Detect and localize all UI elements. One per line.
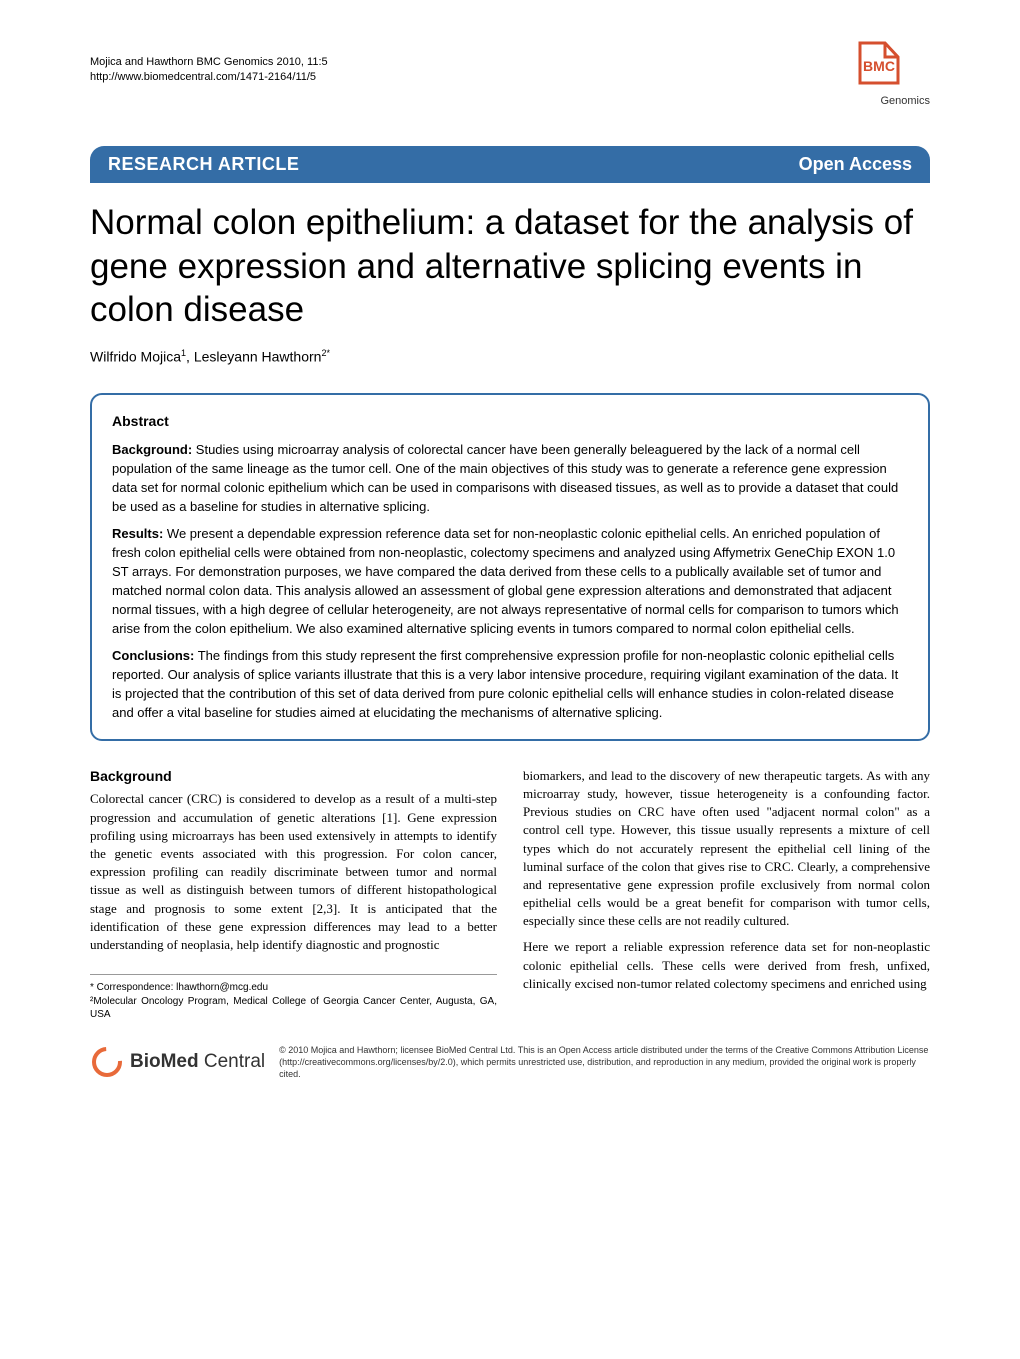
bmc-ring-icon bbox=[90, 1045, 124, 1079]
section-heading-background: Background bbox=[90, 767, 497, 787]
body-para-1: Colorectal cancer (CRC) is considered to… bbox=[90, 790, 497, 954]
abstract-results: Results: We present a dependable express… bbox=[112, 525, 908, 638]
biomed-central-logo: BioMed Central bbox=[90, 1045, 265, 1079]
body-para-3: Here we report a reliable expression ref… bbox=[523, 938, 930, 993]
authors-line: Wilfrido Mojica1, Lesleyann Hawthorn2* bbox=[90, 348, 930, 365]
abstract-conclusions-label: Conclusions: bbox=[112, 648, 194, 663]
footer-bar: BioMed Central © 2010 Mojica and Hawthor… bbox=[90, 1044, 930, 1080]
correspondence-line: * Correspondence: lhawthorn@mcg.edu bbox=[90, 981, 497, 995]
copyright-text: © 2010 Mojica and Hawthorn; licensee Bio… bbox=[279, 1044, 930, 1080]
affiliation-line: ²Molecular Oncology Program, Medical Col… bbox=[90, 995, 497, 1022]
article-type-label: RESEARCH ARTICLE bbox=[108, 154, 299, 175]
logo-bmc-text: BMC bbox=[863, 58, 895, 74]
header-meta: Mojica and Hawthorn BMC Genomics 2010, 1… bbox=[90, 55, 930, 86]
abstract-results-text: We present a dependable expression refer… bbox=[112, 526, 899, 635]
article-title: Normal colon epithelium: a dataset for t… bbox=[90, 201, 930, 332]
abstract-box: Abstract Background: Studies using micro… bbox=[90, 393, 930, 741]
abstract-conclusions: Conclusions: The findings from this stud… bbox=[112, 647, 908, 722]
bmc-logo-icon: BMC bbox=[840, 35, 930, 95]
author-sep: , bbox=[186, 349, 194, 365]
bmc-bold: BioMed bbox=[130, 1051, 199, 1072]
abstract-heading: Abstract bbox=[112, 411, 908, 431]
journal-logo: BMC Genomics bbox=[840, 35, 930, 107]
abstract-conclusions-text: The findings from this study represent t… bbox=[112, 648, 898, 720]
url-line: http://www.biomedcentral.com/1471-2164/1… bbox=[90, 70, 930, 85]
open-access-label: Open Access bbox=[799, 154, 912, 175]
abstract-results-label: Results: bbox=[112, 526, 163, 541]
logo-journal-name: Genomics bbox=[840, 95, 930, 107]
body-para-2: biomarkers, and lead to the discovery of… bbox=[523, 767, 930, 931]
body-columns: Background Colorectal cancer (CRC) is co… bbox=[90, 767, 930, 1022]
footnotes: * Correspondence: lhawthorn@mcg.edu ²Mol… bbox=[90, 974, 497, 1022]
bmc-light: Central bbox=[199, 1051, 266, 1072]
article-type-bar: RESEARCH ARTICLE Open Access bbox=[90, 146, 930, 183]
body-column-left: Background Colorectal cancer (CRC) is co… bbox=[90, 767, 497, 1022]
author-1: Wilfrido Mojica bbox=[90, 349, 181, 365]
body-column-right: biomarkers, and lead to the discovery of… bbox=[523, 767, 930, 1022]
author-2: Lesleyann Hawthorn bbox=[194, 349, 322, 365]
citation-line: Mojica and Hawthorn BMC Genomics 2010, 1… bbox=[90, 55, 930, 70]
abstract-background-label: Background: bbox=[112, 442, 192, 457]
biomed-central-text: BioMed Central bbox=[130, 1049, 265, 1075]
abstract-background-text: Studies using microarray analysis of col… bbox=[112, 442, 898, 514]
abstract-background: Background: Studies using microarray ana… bbox=[112, 441, 908, 516]
author-2-affil: 2* bbox=[321, 348, 330, 358]
